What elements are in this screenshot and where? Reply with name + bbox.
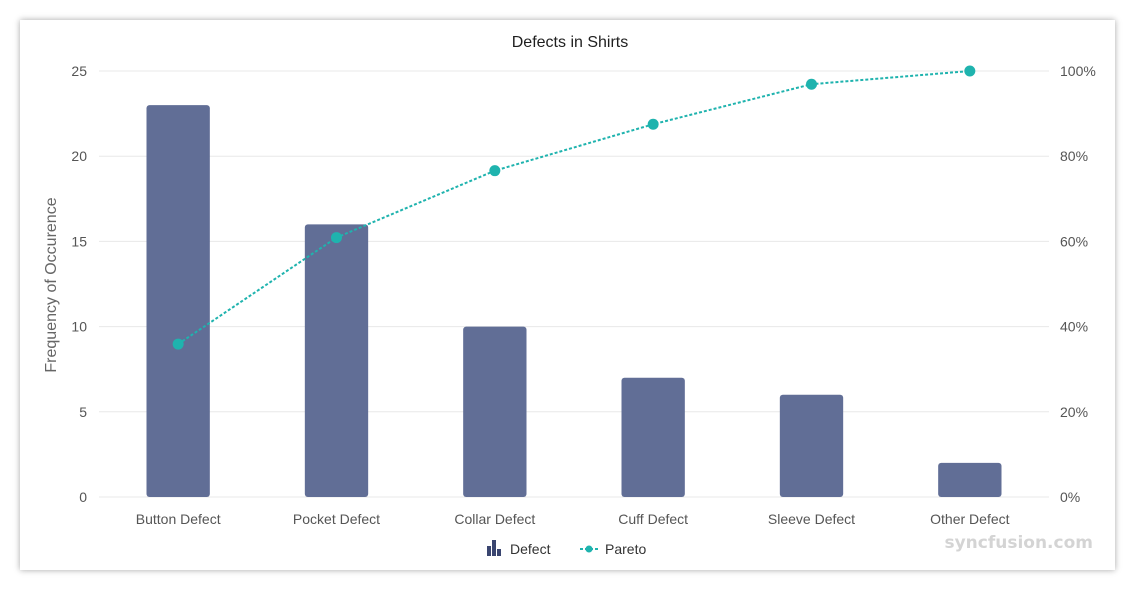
bar[interactable] <box>621 377 685 497</box>
watermark: syncfusion.com <box>944 533 1093 553</box>
y2-tick-label: 0% <box>1060 489 1080 505</box>
y2-tick-label: 80% <box>1060 148 1088 164</box>
pareto-point[interactable] <box>806 78 817 90</box>
y-tick-label: 10 <box>71 319 87 335</box>
y-axis-ticks: 0 5 10 15 20 25 <box>71 63 87 505</box>
chart-title: Defects in Shirts <box>512 34 628 51</box>
x-tick-label: Button Defect <box>136 511 221 527</box>
line-marker-icon <box>580 545 598 553</box>
x-tick-label: Collar Defect <box>454 511 535 527</box>
y-axis-title: Frequency of Occurence <box>43 197 60 372</box>
legend-label-pareto: Pareto <box>605 541 646 557</box>
x-axis-ticks: Button Defect Pocket Defect Collar Defect C… <box>136 511 1010 527</box>
y2-axis-ticks: 0% 20% 40% 60% 80% 100% <box>1060 63 1096 505</box>
pareto-line <box>172 65 976 350</box>
x-tick-label: Pocket Defect <box>293 511 380 527</box>
pareto-point[interactable] <box>647 118 659 130</box>
y2-tick-label: 100% <box>1060 63 1096 79</box>
legend-label-defect: Defect <box>510 541 551 557</box>
pareto-line-path <box>177 70 970 345</box>
bar[interactable] <box>304 224 369 498</box>
bar-chart-icon <box>487 540 501 556</box>
grid-lines <box>99 70 1049 498</box>
x-tick-label: Cuff Defect <box>618 511 688 527</box>
x-tick-label: Sleeve Defect <box>768 511 855 527</box>
pareto-point[interactable] <box>331 232 342 244</box>
legend: Defect Pareto <box>487 540 646 557</box>
bar[interactable] <box>779 394 844 497</box>
y-tick-label: 20 <box>71 148 87 164</box>
y-tick-label: 0 <box>79 489 87 505</box>
y2-tick-label: 60% <box>1060 233 1088 249</box>
y-tick-label: 15 <box>71 233 87 249</box>
pareto-point[interactable] <box>172 338 184 350</box>
y-tick-label: 5 <box>79 404 87 420</box>
legend-item-defect[interactable]: Defect <box>487 540 551 557</box>
pareto-point[interactable] <box>964 65 976 77</box>
legend-item-pareto[interactable]: Pareto <box>580 541 646 557</box>
pareto-point[interactable] <box>489 165 501 177</box>
x-tick-label: Other Defect <box>930 511 1009 527</box>
bar[interactable] <box>938 462 1002 497</box>
y2-tick-label: 20% <box>1060 404 1088 420</box>
y-tick-label: 25 <box>71 63 87 79</box>
bar[interactable] <box>463 326 527 497</box>
bar[interactable] <box>146 105 210 497</box>
y2-tick-label: 40% <box>1060 319 1088 335</box>
bars <box>146 105 1002 498</box>
